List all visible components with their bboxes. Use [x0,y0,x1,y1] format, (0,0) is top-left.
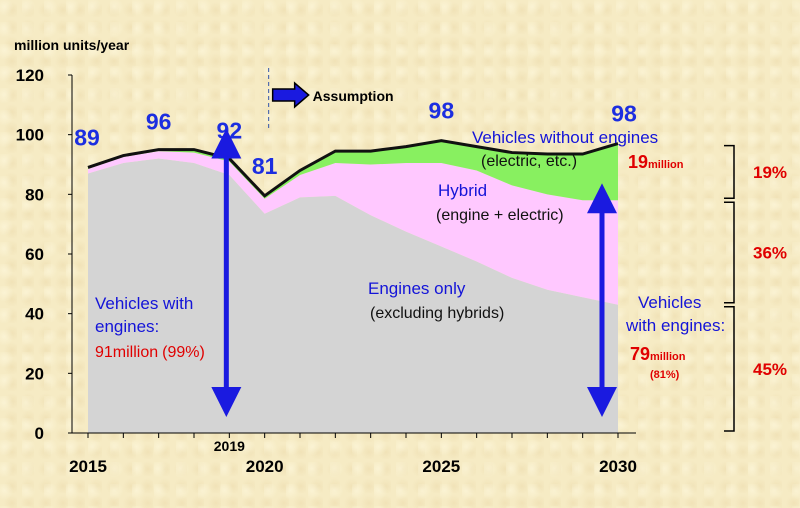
right-engines-value: 79million [630,344,686,364]
share-brackets: 19% 36% 45% [724,144,787,432]
assumption-arrow-icon [271,81,310,109]
left-engines-line2: engines: [95,317,159,336]
x-tick-label: 2030 [599,457,637,476]
total-outline [87,139,619,198]
total-label-2019: 92 [217,118,243,144]
without-engines-title: Vehicles without engines [472,128,658,147]
engines-only-title: Engines only [368,279,466,298]
right-engines-value-num: 79 [630,344,650,364]
total-label-2020: 81 [252,153,278,179]
without-engines-value-unit: million [648,159,684,171]
without-engines-value: 19million [628,152,684,172]
right-engines-pct: (81%) [650,369,680,381]
assumption-label: Assumption [313,88,394,104]
y-tick-label: 60 [25,245,44,264]
y-tick-label: 0 [35,424,44,443]
x-tick-label-2019: 2019 [214,438,245,454]
hybrid-title: Hybrid [438,181,487,200]
x-tick-label: 2015 [69,457,107,476]
right-engines-value-unit: million [650,351,686,363]
y-tick-label: 80 [25,185,44,204]
y-tick-label: 20 [25,364,44,383]
hybrid-sub: (engine + electric) [436,207,564,224]
total-label-2025: 98 [429,98,455,124]
without-engines-sub: (electric, etc.) [481,153,577,170]
y-tick-label: 40 [25,305,44,324]
without-engines-value-num: 19 [628,152,648,172]
y-unit-label: million units/year [14,37,130,53]
y-tick-label: 100 [16,126,44,145]
share-bracket [724,144,735,200]
share-label: 19% [753,163,787,182]
left-engines-line1: Vehicles with [95,294,193,313]
right-engines-line1: Vehicles [638,293,701,312]
right-engines-line2: with engines: [625,316,725,335]
share-bracket [724,305,735,432]
share-label: 45% [753,360,787,379]
y-ticks: 0 20 40 60 80 100 120 [16,66,72,443]
left-engines-value-num: 91million [95,344,158,361]
area-hybrid [88,151,618,305]
total-label-2030: 98 [611,101,637,127]
left-engines-pct: (99%) [162,344,205,361]
x-tick-label: 2025 [422,457,460,476]
total-label-2015: 89 [74,124,100,150]
engines-only-sub: (excluding hybrids) [370,305,504,322]
area-layers [88,140,618,434]
x-ticks: 2015 2020 2025 2030 2019 [69,433,637,476]
share-label: 36% [753,244,787,263]
share-bracket [724,201,735,304]
x-tick-label: 2020 [246,457,284,476]
area-without-engines [88,140,618,201]
total-label-2017: 96 [146,109,172,135]
left-engines-value: 91million (99%) [95,344,205,361]
y-tick-label: 120 [16,66,44,85]
